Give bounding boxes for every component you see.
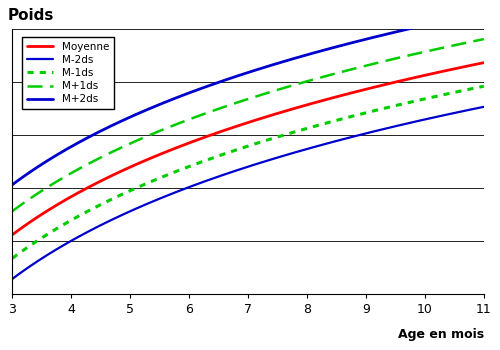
M+2ds — [264, 64, 270, 69]
Line: M-2ds: M-2ds — [12, 107, 484, 279]
Moyenne — [481, 61, 487, 65]
Moyenne — [236, 123, 242, 127]
M-1ds — [481, 84, 487, 88]
M+1ds — [10, 209, 16, 213]
Moyenne — [290, 107, 296, 111]
M-2ds — [233, 168, 239, 173]
M+2ds — [481, 10, 487, 15]
M+1ds — [233, 101, 239, 105]
M+2ds — [396, 29, 402, 33]
M-2ds — [481, 105, 487, 109]
M+1ds — [481, 37, 487, 41]
M-1ds — [290, 130, 296, 134]
M+1ds — [470, 39, 476, 43]
M-2ds — [10, 277, 16, 281]
Line: M+2ds: M+2ds — [12, 13, 484, 185]
Text: Age en mois: Age en mois — [398, 328, 484, 341]
M-1ds — [264, 138, 270, 142]
M+2ds — [233, 74, 239, 78]
Moyenne — [396, 79, 402, 83]
M-2ds — [264, 159, 270, 163]
M-1ds — [233, 148, 239, 152]
M-2ds — [470, 107, 476, 111]
M+2ds — [290, 57, 296, 61]
M+1ds — [236, 100, 242, 104]
M+1ds — [290, 83, 296, 88]
M-1ds — [470, 86, 476, 91]
Moyenne — [264, 114, 270, 119]
Line: M-1ds: M-1ds — [12, 86, 484, 258]
M-2ds — [290, 151, 296, 155]
Text: Poids: Poids — [8, 8, 54, 23]
M-1ds — [396, 103, 402, 107]
Moyenne — [10, 233, 16, 237]
M+1ds — [396, 56, 402, 60]
M-2ds — [396, 123, 402, 127]
Line: Moyenne: Moyenne — [12, 63, 484, 235]
M-1ds — [236, 147, 242, 151]
M+1ds — [264, 91, 270, 95]
Moyenne — [470, 63, 476, 67]
M+2ds — [470, 13, 476, 17]
Line: M+1ds: M+1ds — [12, 39, 484, 211]
M+2ds — [236, 73, 242, 77]
Legend: Moyenne, M-2ds, M-1ds, M+1ds, M+2ds: Moyenne, M-2ds, M-1ds, M+1ds, M+2ds — [22, 37, 114, 110]
M+2ds — [10, 183, 16, 187]
Moyenne — [233, 124, 239, 128]
M-2ds — [236, 168, 242, 172]
M-1ds — [10, 256, 16, 260]
